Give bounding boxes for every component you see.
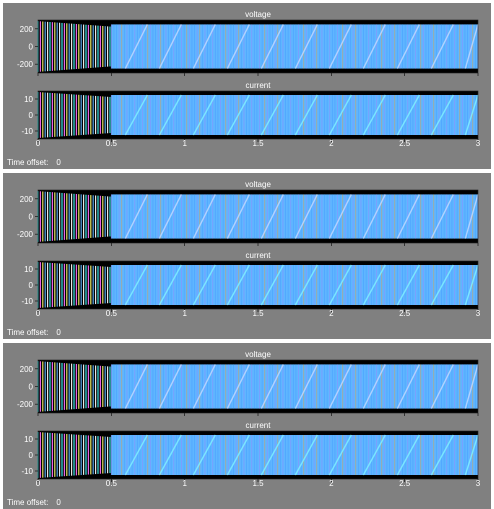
transient-trace — [37, 191, 111, 242]
x-tick-label: 1.5 — [252, 479, 264, 488]
panel-title: current — [246, 251, 272, 260]
panel-title: current — [246, 81, 272, 90]
beat-pattern — [124, 264, 479, 306]
y-tick-label: 0 — [29, 451, 34, 460]
panel-title: voltage — [245, 350, 271, 359]
x-tick-label: 2 — [329, 309, 334, 318]
signal-trace — [110, 435, 479, 475]
y-tick-label: 0 — [29, 281, 34, 290]
time-offset-value: 0 — [56, 498, 61, 507]
y-tick-label: 10 — [24, 435, 33, 444]
y-tick-label: 0 — [29, 383, 34, 392]
y-tick-label: -10 — [21, 467, 33, 476]
time-offset-label: Time offset: — [7, 158, 49, 167]
x-tick-label: 2 — [329, 479, 334, 488]
y-tick-label: 200 — [20, 195, 34, 204]
x-tick-label: 2.5 — [399, 139, 411, 148]
time-offset-readout: Time offset: 0 — [7, 158, 61, 167]
x-tick-label: 2.5 — [399, 479, 411, 488]
transient-trace — [37, 432, 111, 478]
x-tick-label: 0.5 — [106, 139, 118, 148]
panel-title: current — [246, 421, 272, 430]
y-tick-label: -10 — [21, 297, 33, 306]
scope-panel-voltage: voltage -200 0 200 — [17, 350, 479, 416]
beat-pattern — [124, 94, 479, 136]
scope-window-3: voltage -200 0 200 current -10 0 10 0 0.5 1 1.5 2 2.5… — [3, 343, 491, 509]
x-tick-label: 3 — [476, 309, 481, 318]
x-tick-label: 0 — [36, 309, 41, 318]
x-tick-label: 3 — [476, 479, 481, 488]
signal-envelope — [111, 265, 478, 305]
scope-window-2: voltage -200 0 200 current -10 0 10 0 0.5 1 1.5 2 2.5… — [3, 173, 491, 339]
x-tick-label: 1.5 — [252, 309, 264, 318]
x-tick-label: 0 — [36, 479, 41, 488]
y-tick-label: 200 — [20, 365, 34, 374]
y-tick-label: -200 — [17, 400, 34, 409]
x-tick-label: 1 — [182, 139, 187, 148]
scope-panel-voltage: voltage -200 0 200 — [17, 180, 479, 246]
y-tick-label: 10 — [24, 95, 33, 104]
signal-envelope — [111, 95, 478, 135]
x-tick-label: 1.5 — [252, 139, 264, 148]
scope-panel-voltage: voltage -200 0 200 — [17, 10, 479, 76]
signal-envelope — [111, 364, 478, 409]
y-tick-label: -200 — [17, 230, 34, 239]
time-offset-readout: Time offset: 0 — [7, 328, 61, 337]
signal-trace — [110, 95, 479, 135]
signal-envelope — [111, 194, 478, 239]
y-tick-label: -10 — [21, 127, 33, 136]
time-offset-readout: Time offset: 0 — [7, 498, 61, 507]
y-tick-label: 0 — [29, 213, 34, 222]
beat-pattern — [124, 434, 479, 476]
y-tick-label: 10 — [24, 265, 33, 274]
beat-pattern — [124, 194, 479, 239]
scope-window-1: voltage -200 0 200 current -10 0 10 0 0.5 1 1.5 2 2.5… — [3, 3, 491, 169]
signal-trace — [110, 194, 479, 239]
signal-envelope — [111, 435, 478, 475]
y-tick-label: 200 — [20, 25, 34, 34]
x-tick-label: 1 — [182, 309, 187, 318]
time-offset-value: 0 — [56, 328, 61, 337]
time-offset-value: 0 — [56, 158, 61, 167]
x-tick-label: 1 — [182, 479, 187, 488]
time-offset-label: Time offset: — [7, 498, 49, 507]
y-tick-label: -200 — [17, 60, 34, 69]
x-tick-label: 2.5 — [399, 309, 411, 318]
x-tick-label: 0 — [36, 139, 41, 148]
panel-title: voltage — [245, 10, 271, 19]
beat-pattern — [124, 24, 479, 69]
x-tick-label: 0.5 — [106, 479, 118, 488]
x-tick-label: 2 — [329, 139, 334, 148]
beat-pattern — [124, 364, 479, 409]
transient-trace — [37, 21, 111, 72]
time-offset-label: Time offset: — [7, 328, 49, 337]
transient-trace — [37, 262, 111, 308]
y-tick-label: 0 — [29, 111, 34, 120]
x-tick-label: 3 — [476, 139, 481, 148]
y-tick-label: 0 — [29, 43, 34, 52]
signal-envelope — [111, 24, 478, 69]
panel-title: voltage — [245, 180, 271, 189]
x-tick-label: 0.5 — [106, 309, 118, 318]
